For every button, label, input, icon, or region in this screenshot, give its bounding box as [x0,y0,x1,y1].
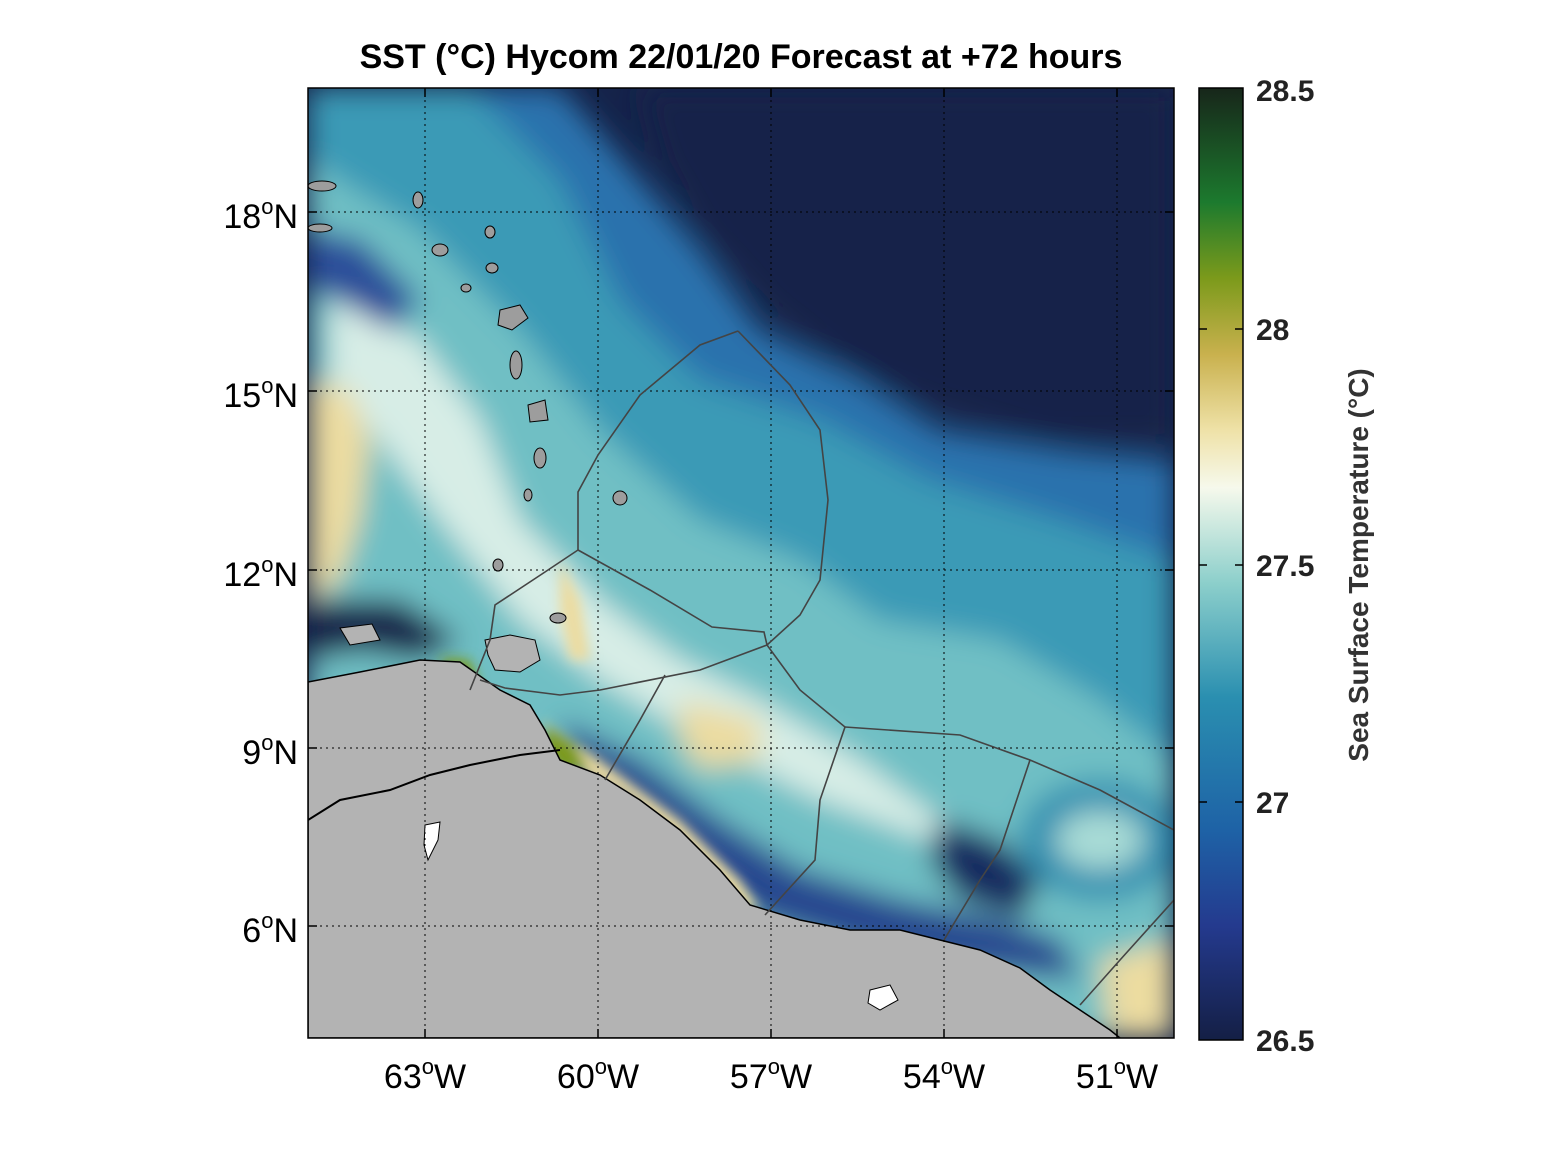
lon-label-51: 51oW [1076,1054,1158,1096]
lake-1 [423,821,441,862]
figure-title: SST (°C) Hycom 22/01/20 Forecast at +72 … [359,38,1123,76]
colorbar-tick-28: 28 [1256,314,1289,347]
colorbar-tick-27: 27 [1256,787,1289,820]
colorbar-tick-27-5: 27.5 [1256,550,1314,583]
colorbar-gradient [1198,87,1244,1041]
sst-shading [308,88,1174,1038]
lat-label-15: 15oN [223,373,298,415]
lat-label-18: 18oN [223,194,298,236]
colorbar-tick-28-5: 28.5 [1256,75,1314,108]
lon-label-63: 63oW [384,1054,466,1096]
colorbar: 28.5 28 27.5 27 26.5 Sea Surface Tempera… [1198,75,1374,1058]
tick-marks [308,88,1174,1038]
lon-label-57: 57oW [730,1054,812,1096]
colorbar-title: Sea Surface Temperature (°C) [1343,368,1374,761]
longitude-labels: 63oW 60oW 57oW 54oW 51oW [384,1054,1158,1096]
lon-label-54: 54oW [903,1054,985,1096]
lat-label-9: 9oN [242,730,298,772]
axes-frame [307,87,1175,1039]
latitude-labels: 18oN 15oN 12oN 9oN 6oN [223,194,298,950]
lesser-antilles [308,180,628,624]
land-margarita [339,623,381,646]
eez-boundaries [469,330,1174,1006]
lake-2 [867,984,899,1011]
land-south-america [308,659,1122,1038]
colorbar-tick-26-5: 26.5 [1256,1025,1314,1058]
lat-label-6: 6oN [242,908,298,950]
sst-field [308,88,1174,1038]
land-trinidad [484,634,541,673]
orinoco-river [308,749,561,821]
lon-label-60: 60oW [557,1054,639,1096]
lat-label-12: 12oN [223,552,298,594]
graticule [308,88,1174,1038]
